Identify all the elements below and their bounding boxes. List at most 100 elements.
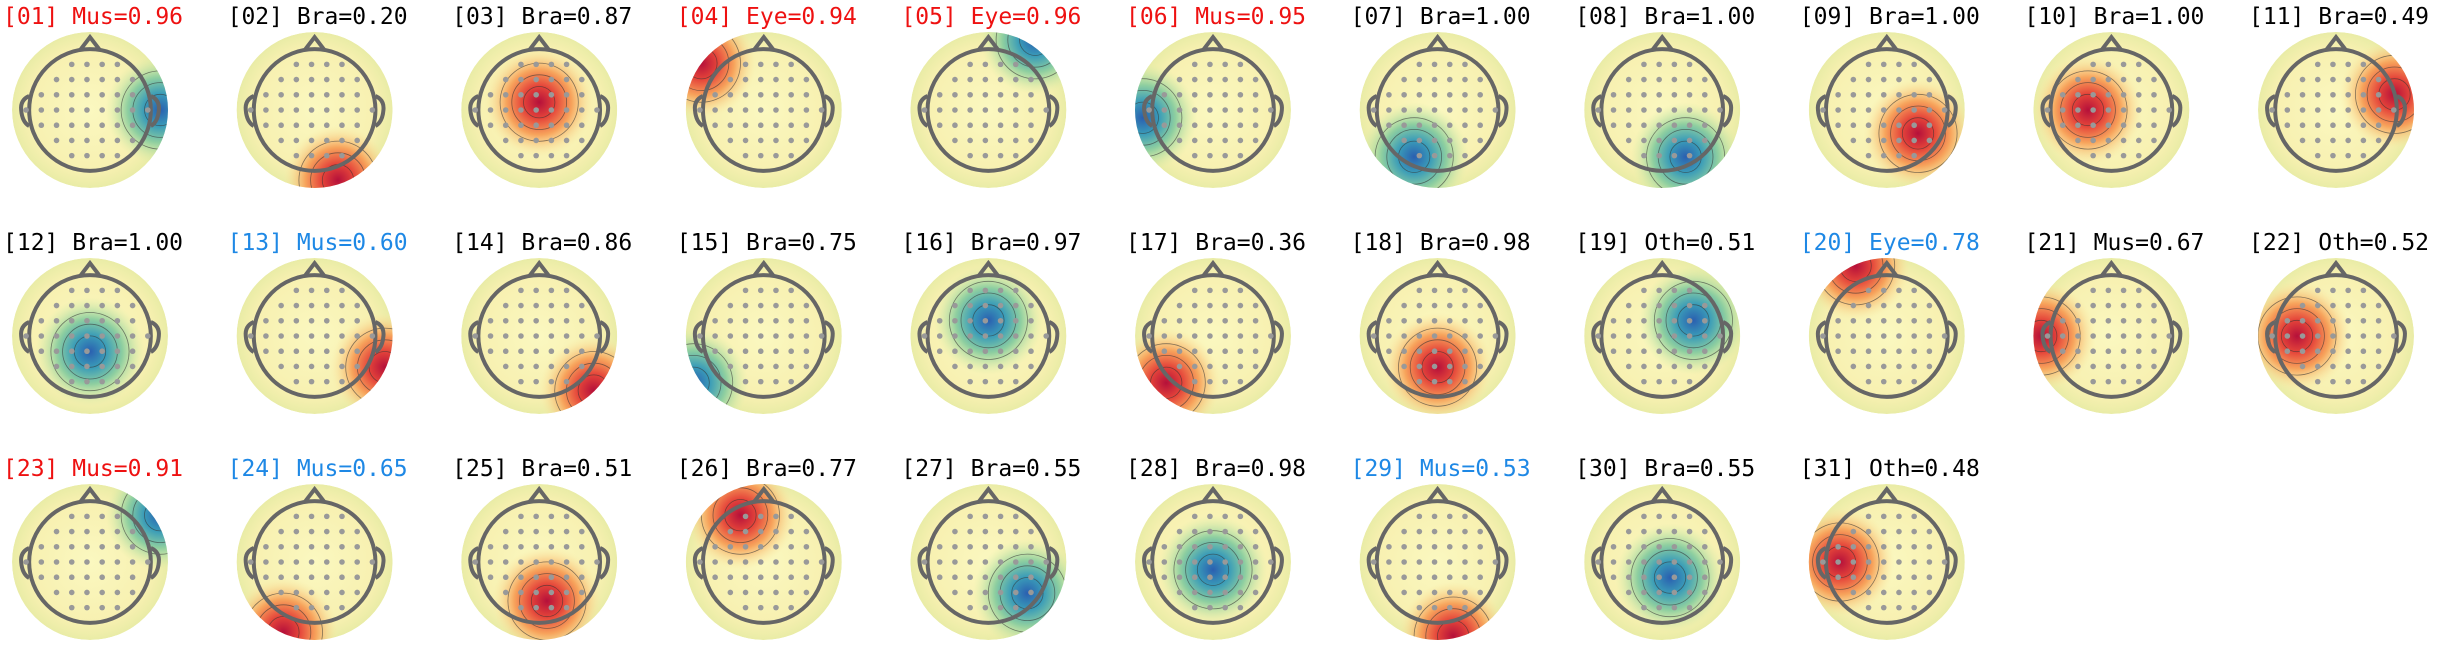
electrode — [563, 363, 570, 370]
electrode — [293, 333, 300, 339]
electrode — [1911, 61, 1917, 68]
topomap-spot — [492, 546, 602, 640]
electrode — [952, 91, 958, 98]
electrode — [2059, 91, 2066, 98]
electrode — [84, 122, 90, 129]
electrode — [323, 137, 330, 144]
electrode — [1835, 122, 1841, 129]
electrode — [1012, 137, 1019, 144]
electrode — [1926, 137, 1933, 144]
electrode — [2135, 76, 2142, 83]
electrode — [1446, 559, 1453, 565]
electrode — [339, 107, 345, 113]
electrode — [1911, 302, 1917, 309]
ear-left — [1142, 546, 1154, 580]
ear-left — [1815, 546, 1828, 580]
electrode — [1850, 302, 1857, 309]
electrode — [773, 559, 779, 565]
electrode — [548, 61, 555, 68]
electrode — [1835, 317, 1841, 324]
electrode — [1446, 543, 1453, 550]
electrode — [323, 604, 330, 611]
electrode — [53, 302, 60, 309]
electrode — [1462, 107, 1468, 113]
electrode — [68, 528, 75, 535]
ear-left — [468, 546, 480, 580]
electrode — [548, 76, 555, 83]
ear-right — [1048, 546, 1060, 580]
electrode — [1431, 559, 1438, 565]
electrode — [487, 543, 494, 550]
electrode — [1462, 317, 1468, 324]
electrode — [293, 91, 300, 98]
ear-right — [1048, 320, 1060, 354]
electrode — [997, 91, 1004, 98]
head-outline — [1823, 273, 1950, 399]
electrode — [578, 589, 585, 596]
electrode — [563, 107, 570, 113]
electrode — [712, 348, 718, 355]
ear-left — [468, 94, 480, 128]
electrode — [727, 122, 734, 129]
electrode — [1880, 543, 1887, 550]
electrode — [114, 287, 121, 294]
electrode — [1911, 107, 1917, 113]
electrode — [1610, 91, 1617, 98]
electrode — [278, 122, 284, 129]
component-label: [09] Bra=1.00 — [1800, 4, 1980, 30]
electrode — [518, 589, 524, 596]
electrode — [727, 333, 734, 339]
electrode — [803, 348, 810, 355]
component: [17] Bra=0.36 — [1126, 230, 1306, 414]
electrode — [1701, 91, 1708, 98]
electrode — [1686, 543, 1693, 550]
electrode — [967, 76, 973, 83]
contour-line — [50, 312, 130, 392]
electrode — [533, 333, 539, 339]
electrode — [1656, 589, 1662, 596]
electrode — [247, 333, 254, 339]
electrode — [2090, 61, 2096, 68]
electrode — [1416, 543, 1423, 550]
electrode — [1401, 333, 1407, 339]
electrode — [518, 287, 524, 294]
electrode — [354, 302, 360, 309]
electrode — [84, 61, 90, 68]
electrode — [1431, 152, 1438, 159]
electrode — [773, 91, 779, 98]
electrode — [697, 333, 703, 339]
electrode — [936, 333, 943, 339]
electrode — [68, 363, 75, 370]
topomap — [461, 32, 618, 188]
electrode — [1012, 76, 1019, 83]
electrode — [1671, 137, 1678, 144]
electrode — [129, 76, 136, 83]
electrode — [548, 528, 555, 535]
electrode — [1911, 363, 1917, 370]
electrode — [1911, 91, 1917, 98]
electrode — [1401, 137, 1407, 144]
electrode — [1012, 378, 1019, 385]
contour-line — [1653, 561, 1687, 594]
electrode — [1176, 559, 1183, 565]
electrode — [99, 574, 105, 581]
electrode — [1850, 137, 1857, 144]
electrode — [308, 302, 315, 309]
component: [05] Eye=0.96 — [901, 4, 1081, 188]
electrode — [1191, 152, 1198, 159]
electrode — [293, 61, 300, 68]
component-label: [15] Bra=0.75 — [677, 230, 857, 256]
electrode — [293, 76, 300, 83]
electrode — [263, 91, 269, 98]
electrode — [2345, 302, 2351, 309]
electrode — [2075, 348, 2081, 355]
electrode — [2135, 348, 2142, 355]
electrode — [1446, 333, 1453, 339]
electrode — [967, 574, 973, 581]
electrode — [308, 91, 315, 98]
electrode — [1686, 604, 1693, 611]
electrode — [1926, 302, 1933, 309]
electrode — [38, 122, 45, 129]
electrode — [533, 137, 539, 144]
electrode — [308, 543, 315, 550]
